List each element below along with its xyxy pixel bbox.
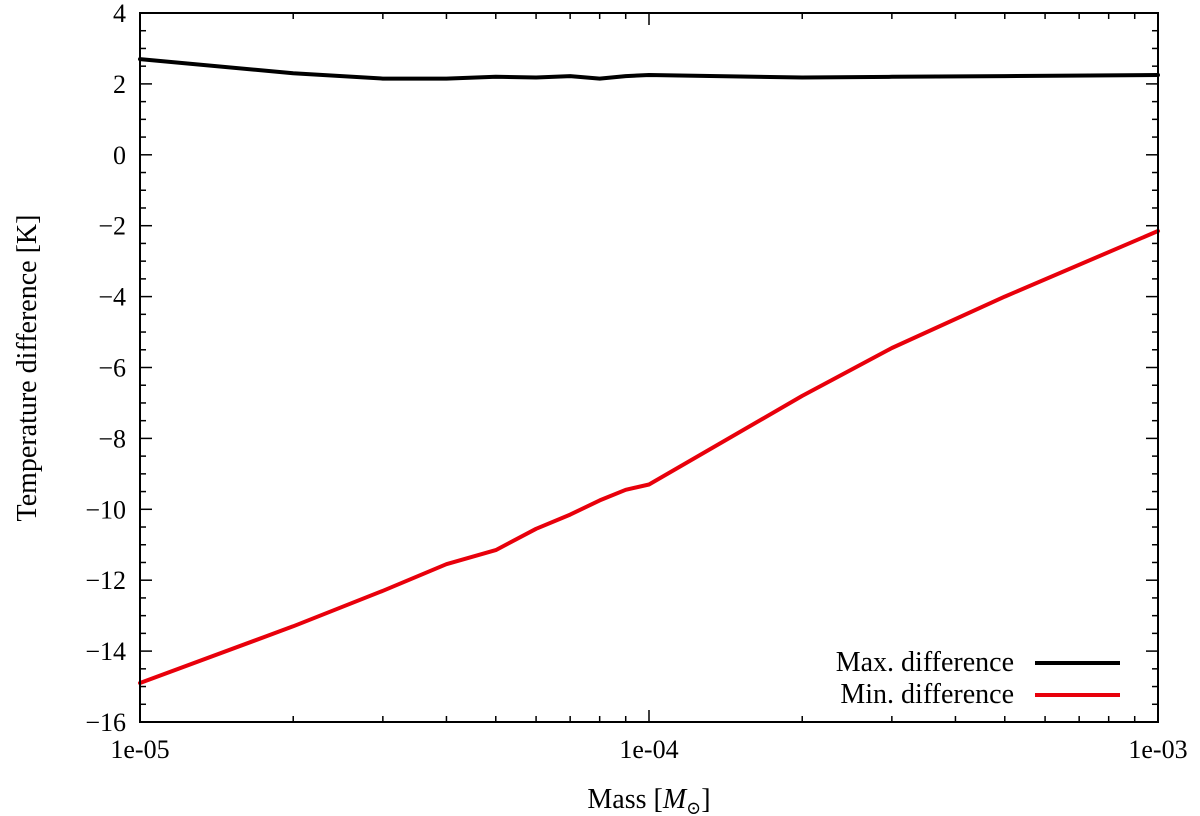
x-axis-title: Mass [M⊙]	[587, 784, 710, 816]
y-tick-label: −14	[85, 637, 126, 666]
x-axis-title-suffix: ]	[701, 784, 710, 815]
legend: Max. difference Min. difference	[836, 647, 1120, 710]
legend-label-max: Max. difference	[836, 647, 1014, 678]
legend-label-min: Min. difference	[840, 679, 1014, 710]
series-layer	[138, 57, 1160, 685]
y-tick-label: 2	[113, 70, 126, 99]
y-tick-label: 4	[113, 0, 126, 28]
x-axis-title-prefix: Mass [	[587, 784, 662, 815]
x-tick-label: 1e-04	[619, 735, 678, 764]
x-axis-title-subscript: ⊙	[686, 798, 701, 816]
y-tick-label: −6	[98, 354, 126, 383]
y-tick-label: −8	[98, 424, 126, 453]
y-tick-label: −16	[85, 708, 126, 737]
y-tick-label: −12	[85, 566, 126, 595]
x-tick-label: 1e-03	[1128, 735, 1187, 764]
plot-frame	[139, 12, 1159, 723]
y-tick-label: −2	[98, 212, 126, 241]
ticks-layer	[139, 12, 1159, 723]
series-line-min-difference	[138, 229, 1160, 685]
y-tick-label: 0	[113, 141, 126, 170]
y-axis-title: Temperature difference [K]	[12, 215, 43, 522]
y-tick-label: −10	[85, 495, 126, 524]
y-tick-label: −4	[98, 283, 126, 312]
x-axis-title-symbol: M	[662, 784, 688, 815]
x-tick-label: 1e-05	[110, 735, 169, 764]
series-line-max-difference	[138, 57, 1160, 81]
